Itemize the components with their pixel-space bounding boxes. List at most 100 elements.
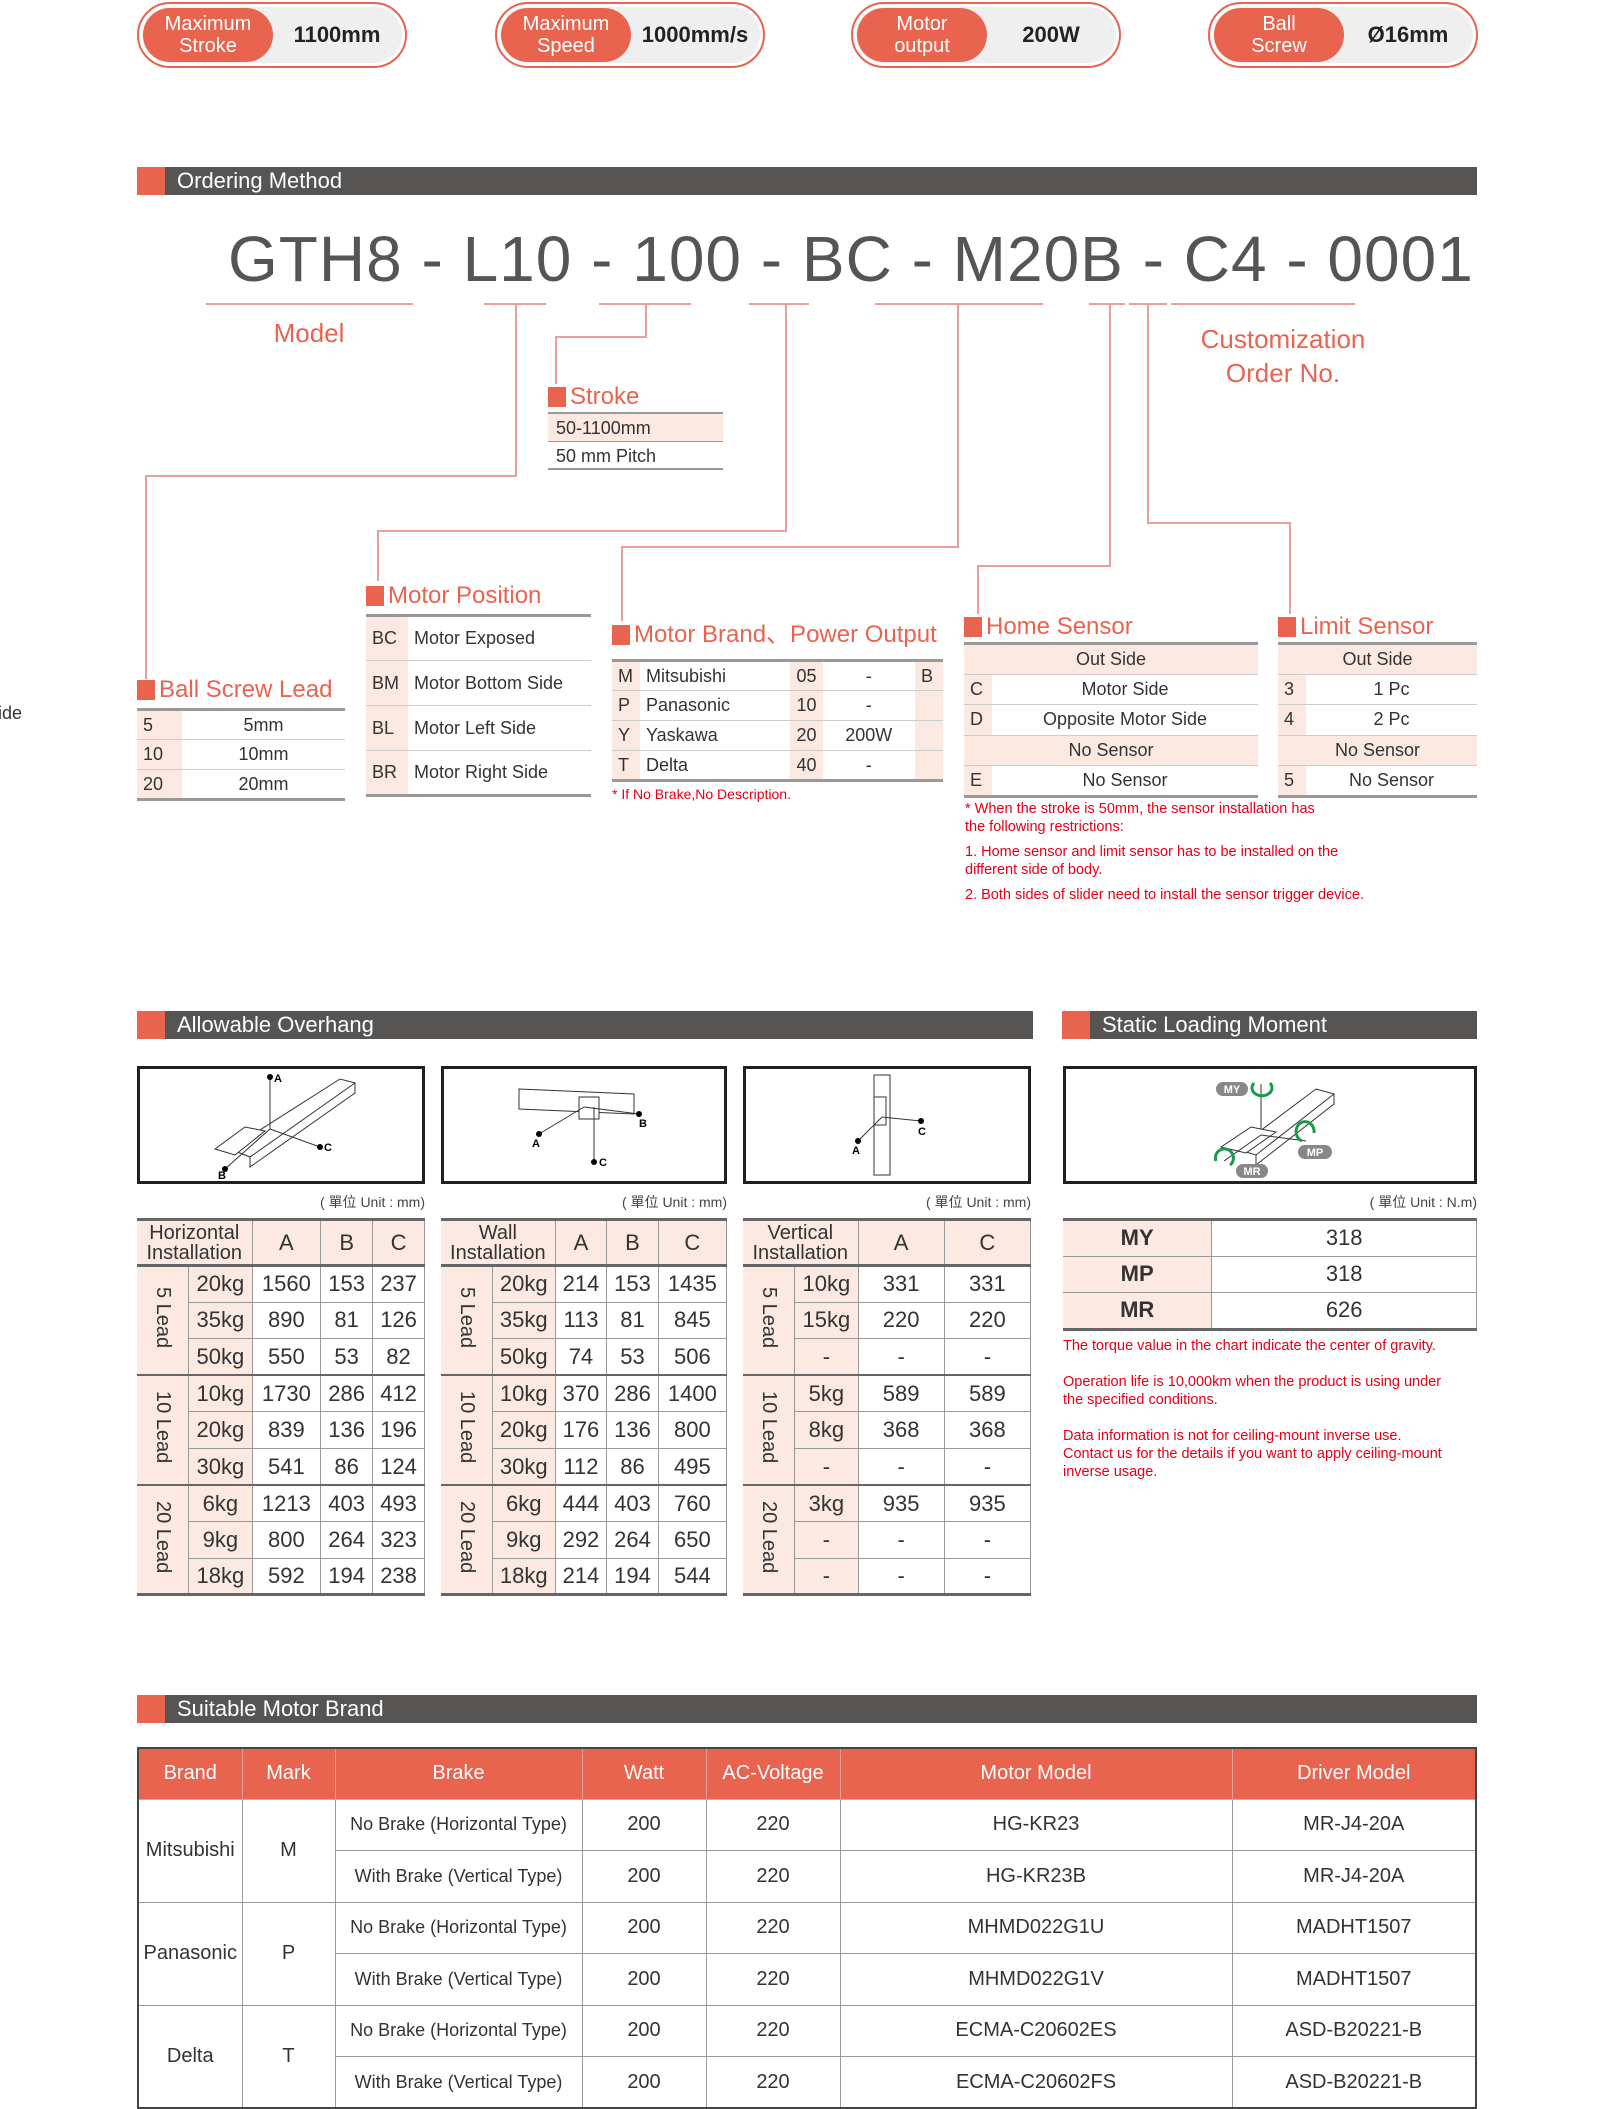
option-cell: Delta (640, 750, 791, 781)
motor-model-cell: MHMD022G1U (839, 1901, 1233, 1954)
unit-label: ( 單位 Unit : mm) (926, 1194, 1031, 1210)
option-cell: Opposite Motor Side (992, 704, 1258, 735)
option-cell: 1 Pc (1306, 673, 1477, 705)
value-cell: 839 (252, 1411, 322, 1449)
column-header: A (858, 1219, 945, 1267)
watt-cell: 200 (581, 1798, 707, 1851)
value-cell: 1435 (658, 1265, 728, 1303)
lead-text: 20 Lead (758, 1500, 781, 1573)
value-cell: 1730 (252, 1374, 322, 1413)
lead-label: 20 Lead (743, 1484, 796, 1596)
option-group-label: Out Side (964, 643, 1258, 674)
column-header: A (555, 1219, 608, 1267)
value-cell: 86 (320, 1447, 374, 1486)
value-cell: 845 (658, 1301, 728, 1340)
table-row: 8kg 368 368 (743, 1411, 1032, 1449)
option-row: 5 5mm (137, 709, 345, 740)
ball-screw-lead-title: Ball Screw Lead (137, 677, 332, 703)
lead-label: 5 Lead (743, 1265, 796, 1376)
value-cell: 800 (658, 1411, 728, 1449)
motor-model-cell: ECMA-C20602FS (839, 2056, 1233, 2109)
table-row: Panasonic P No Brake (Horizontal Type) 200 2… (137, 1901, 1477, 2006)
option-group-label: Out Side (1278, 643, 1477, 674)
value-cell: 493 (372, 1484, 425, 1523)
spec-max-speed: Maximum Speed 1000mm/s (495, 2, 765, 68)
option-cell: 20 (790, 720, 823, 751)
spec-max-stroke: Maximum Stroke 1100mm (137, 2, 407, 68)
spec-value: 1000mm/s (641, 22, 749, 47)
sensor-note-2: 2. Both sides of slider need to install … (965, 887, 1364, 903)
motor-model-cell: ECMA-C20602ES (839, 2004, 1233, 2057)
option-row: T Delta 40- (612, 750, 943, 781)
table-row: 9kg 800 264 323 (137, 1521, 425, 1559)
option-row: BM Motor Bottom Side (366, 660, 591, 706)
option-cell: P (612, 690, 640, 721)
table-row: 5 Lead 10kg 331 331 (743, 1265, 1032, 1376)
voltage-cell: 220 (705, 1798, 841, 1851)
lead-label: 20 Lead (137, 1484, 190, 1596)
option-cell: M (612, 660, 640, 691)
motor-brand-title: Motor Brand、Power Output (612, 622, 937, 648)
driver-model-cell: MR-J4-20A (1231, 1798, 1477, 1851)
value-cell: 153 (606, 1265, 659, 1303)
value-cell: - (944, 1447, 1032, 1486)
moment-label-my: MY (1224, 1084, 1241, 1096)
load-cell: 10kg (492, 1374, 556, 1413)
moment-row: MY 318 (1063, 1219, 1477, 1257)
value-cell: 444 (555, 1484, 608, 1523)
table-row: 10 Lead 5kg 589 589 (743, 1374, 1032, 1486)
watt-cell: 200 (581, 2004, 707, 2057)
option-cell: 10 (790, 690, 823, 721)
table-row: With Brake (Vertical Type) 200 220 ECMA-C20… (138, 2056, 1477, 2109)
table-row: 18kg 592 194 238 (137, 1557, 425, 1596)
mark-cell: T (241, 2004, 336, 2109)
value-cell: 495 (658, 1447, 728, 1486)
option-cell: - (822, 660, 915, 691)
lead-text: 5 Lead (152, 1287, 175, 1349)
option-cell: T (612, 750, 640, 781)
driver-model-cell: MADHT1507 (1231, 1953, 1477, 2006)
driver-model-cell: MADHT1507 (1231, 1901, 1477, 1954)
model-code: GTH8 - L10 - 100 - BC - M20B - C4 - 0001 (228, 223, 1474, 295)
load-cell: 20kg (492, 1411, 556, 1449)
header-row: Vertical Installation A C (743, 1219, 1032, 1267)
suitable-motor-brand-banner: Suitable Motor Brand (137, 1695, 1477, 1723)
value-cell: 176 (555, 1411, 608, 1449)
stroke-title: Stroke (548, 384, 639, 410)
table-row: 35kg 113 81 845 (441, 1301, 728, 1340)
option-row: P Panasonic 10- (612, 690, 943, 721)
diagram-label-a: A (852, 1145, 860, 1157)
load-cell: - (794, 1521, 859, 1559)
table-row: Delta T No Brake (Horizontal Type) 200 220 EC… (137, 2004, 1477, 2109)
load-cell: 9kg (492, 1521, 556, 1559)
load-cell: 5kg (794, 1374, 859, 1413)
load-cell: - (794, 1557, 859, 1596)
spec-value: 1100mm (293, 22, 381, 47)
option-row: M Mitsubishi 05- B (612, 660, 943, 691)
value-cell: 1213 (252, 1484, 322, 1523)
option-cell: 20 (137, 769, 182, 800)
voltage-cell: 220 (705, 1953, 841, 2006)
value-cell: 81 (606, 1301, 659, 1340)
lead-text: 10 Lead (152, 1391, 175, 1464)
load-cell: 3kg (794, 1484, 859, 1523)
table-row: 20 Lead 6kg 444 403 760 (441, 1484, 728, 1596)
load-cell: 15kg (794, 1301, 859, 1340)
option-cell: 20mm (182, 769, 345, 800)
table-row: 10 Lead 10kg 1730 286 412 (137, 1374, 425, 1486)
option-cell: BR (366, 750, 408, 796)
moment-name: MR (1063, 1292, 1213, 1330)
table-row: 50kg 74 53 506 (441, 1338, 728, 1376)
lead-label: 10 Lead (743, 1374, 796, 1486)
option-row: Out Side (1278, 643, 1477, 674)
table-row: 9kg 292 264 650 (441, 1521, 728, 1559)
value-cell: 1560 (252, 1265, 322, 1303)
voltage-cell: 220 (705, 2004, 841, 2057)
value-cell: 760 (658, 1484, 728, 1523)
option-cell (915, 690, 943, 721)
table-row: With Brake (Vertical Type) 200 220 HG-KR23B… (138, 1850, 1477, 1903)
spec-value: Ø16mm (1367, 22, 1449, 47)
unit-label: ( 單位 Unit : N.m) (1369, 1194, 1477, 1210)
installation-header: Wall Installation (441, 1219, 556, 1267)
ordering-method-banner: Ordering Method (137, 167, 1477, 195)
